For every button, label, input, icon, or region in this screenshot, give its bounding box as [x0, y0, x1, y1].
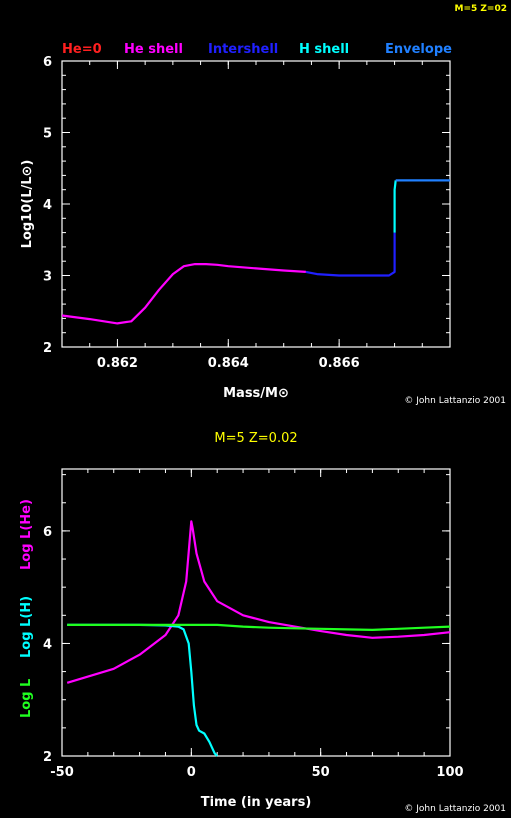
- series-log-l: [67, 623, 451, 632]
- side-label-log-lh: Log L(H): [19, 596, 34, 658]
- y-axis-label: Log10(L/L⊙): [20, 160, 35, 249]
- series-intershell: [305, 232, 396, 277]
- legend-intershell: Intershell: [208, 42, 278, 57]
- axis-ticks: 0.862 0.864 0.866 2 3 4 5 6: [43, 55, 451, 371]
- copyright-bottom: © John Lattanzio 2001: [404, 804, 506, 814]
- side-label-log-lhe: Log L(He): [19, 499, 34, 570]
- x-tick-label: 0: [187, 765, 196, 780]
- y-tick-label: 6: [43, 55, 52, 70]
- y-tick-label: 4: [43, 637, 52, 652]
- series-log-l-he: [66, 520, 451, 684]
- y-tick-label: 2: [43, 341, 52, 356]
- side-label-log-l: Log L: [19, 679, 34, 718]
- page-tag: M=5 Z=02: [455, 4, 507, 14]
- y-tick-label: 2: [43, 750, 52, 765]
- y-tick-label: 6: [43, 525, 52, 540]
- data-series: [61, 179, 450, 325]
- profile-chart: He=0 He shell Intershell H shell Envelop…: [20, 42, 506, 406]
- x-tick-label: 100: [436, 765, 463, 780]
- y-tick-label: 4: [43, 198, 52, 213]
- legend-he0: He=0: [62, 42, 102, 57]
- bottom-title: M=5 Z=0.02: [214, 431, 297, 446]
- legend-h-shell: H shell: [299, 42, 349, 57]
- x-axis-label: Mass/M⊙: [223, 386, 289, 401]
- y-tick-label: 3: [43, 270, 52, 285]
- axis-ticks: -50 0 50 100 2 4 6: [43, 469, 464, 780]
- x-axis-label: Time (in years): [201, 795, 312, 810]
- y-tick-label: 5: [43, 127, 52, 142]
- data-series: [66, 520, 451, 757]
- x-tick-label: 0.862: [97, 356, 138, 371]
- x-tick-label: 50: [312, 765, 330, 780]
- x-tick-label: -50: [50, 765, 74, 780]
- series-he-shell: [61, 263, 306, 325]
- legend-envelope: Envelope: [385, 42, 452, 57]
- legend-he-shell: He shell: [124, 42, 183, 57]
- series-h-shell: [393, 180, 397, 233]
- x-tick-label: 0.864: [208, 356, 249, 371]
- chart-legend: He=0 He shell Intershell H shell Envelop…: [62, 42, 452, 57]
- x-tick-label: 0.866: [319, 356, 360, 371]
- copyright-top: © John Lattanzio 2001: [404, 396, 506, 406]
- plot-frame: [61, 468, 451, 757]
